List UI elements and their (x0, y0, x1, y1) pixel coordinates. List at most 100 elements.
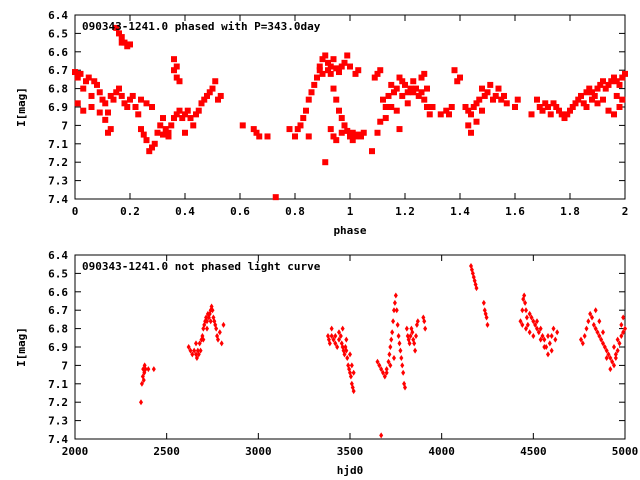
top-y-tick-label: 6.8 (48, 83, 68, 96)
data-point (330, 56, 337, 63)
data-point (205, 325, 209, 332)
data-point (423, 325, 428, 332)
data-point (139, 399, 143, 406)
data-point (481, 299, 486, 306)
data-point (338, 63, 345, 70)
data-point (612, 344, 616, 350)
data-point (401, 369, 406, 376)
data-point (601, 340, 605, 347)
data-point (503, 100, 510, 107)
data-point (584, 325, 589, 332)
data-point (527, 329, 532, 336)
top-x-tick-label: 0.6 (230, 205, 250, 218)
data-point (250, 126, 257, 133)
data-point (579, 336, 583, 343)
data-point (210, 307, 215, 314)
data-point (157, 122, 164, 129)
data-point (305, 133, 312, 140)
data-point (613, 92, 620, 99)
data-point (176, 78, 183, 85)
data-point (586, 85, 593, 92)
data-point (418, 74, 425, 81)
data-point (594, 100, 601, 107)
data-point (514, 96, 521, 103)
data-point (394, 307, 399, 314)
data-point (143, 100, 150, 107)
data-point (410, 329, 415, 336)
data-point (610, 358, 615, 365)
data-point (347, 63, 353, 70)
data-point (132, 104, 139, 110)
data-point (558, 111, 565, 118)
data-point (393, 85, 400, 92)
data-point (613, 78, 620, 85)
data-point (608, 366, 613, 373)
data-point (330, 85, 337, 92)
bottom-y-tick-label: 6.9 (48, 341, 68, 354)
data-point (319, 56, 326, 63)
data-point (338, 115, 345, 122)
data-point (168, 122, 175, 129)
data-point (171, 56, 177, 63)
top-x-tick-label: 1 (347, 205, 354, 218)
data-point (524, 314, 529, 321)
bottom-y-tick-label: 7.3 (48, 415, 68, 428)
data-point (591, 92, 598, 99)
data-point (611, 74, 617, 81)
data-point (481, 92, 488, 99)
data-point (94, 81, 100, 88)
data-point (379, 432, 384, 439)
data-point (344, 336, 349, 343)
bottom-y-tick-label: 6.4 (48, 249, 68, 262)
data-point (492, 92, 499, 99)
data-point (551, 325, 556, 332)
data-point (542, 336, 547, 343)
data-point (591, 321, 596, 328)
data-point (190, 122, 197, 129)
data-point (348, 351, 352, 358)
data-point (601, 329, 605, 336)
data-point (342, 351, 347, 358)
top-y-tick-label: 7.4 (48, 193, 68, 206)
top-y-tick-label: 6.6 (48, 46, 68, 59)
data-point (135, 111, 142, 118)
data-point (336, 69, 342, 76)
data-point (621, 329, 626, 336)
data-point (209, 85, 216, 92)
data-point (190, 351, 195, 358)
data-point (374, 129, 381, 136)
data-point (421, 96, 428, 103)
data-point (495, 85, 502, 92)
bottom-x-tick-label: 3500 (337, 445, 364, 458)
data-point (88, 104, 95, 110)
data-point (333, 332, 338, 339)
data-point (297, 122, 304, 129)
data-point (384, 366, 389, 373)
data-point (600, 78, 606, 85)
data-point (404, 100, 411, 107)
data-point (408, 332, 413, 339)
bottom-y-tick-label: 6.6 (48, 286, 68, 299)
data-point (381, 369, 385, 376)
data-point (410, 89, 417, 96)
data-point (535, 318, 539, 325)
data-point (396, 74, 403, 81)
data-point (80, 85, 87, 92)
data-point (379, 366, 384, 373)
data-point (146, 148, 153, 155)
data-point (397, 340, 402, 347)
top-y-tick-label: 6.9 (48, 101, 68, 114)
data-point (377, 118, 384, 125)
data-point (116, 30, 122, 37)
data-point (599, 336, 604, 343)
data-point (173, 74, 180, 81)
data-point (556, 107, 562, 114)
data-point (400, 362, 405, 369)
top-chart-title: 090343-1241.0 phased with P=343.0day (82, 20, 321, 33)
data-point (520, 307, 525, 314)
data-point (597, 81, 604, 88)
data-point (330, 133, 337, 140)
bottom-x-tick-label: 4500 (520, 445, 547, 458)
data-point (473, 118, 480, 125)
data-point (349, 129, 356, 136)
